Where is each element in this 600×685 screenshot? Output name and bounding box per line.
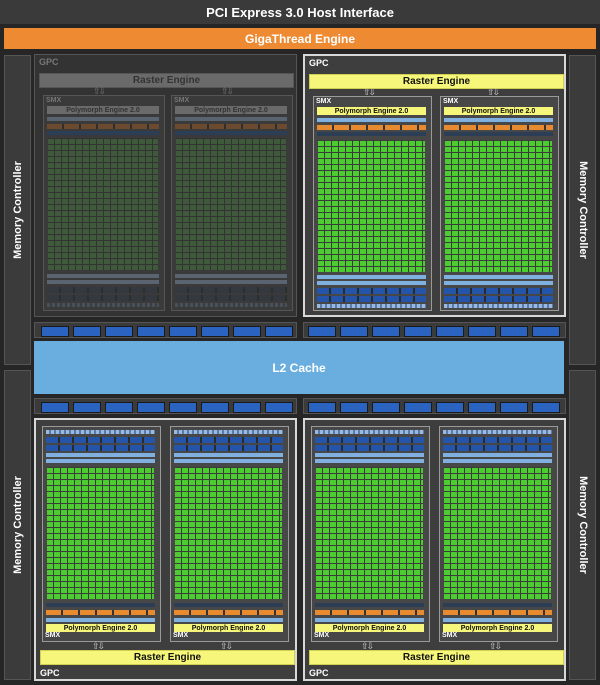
cuda-core-array [445,140,552,272]
polymorph-engine: Polymorph Engine 2.0 [47,106,159,114]
gpc-label: GPC [309,668,329,678]
smx-label: SMX [314,632,330,639]
l2-cache: L2 Cache [34,341,564,394]
polymorph-engine: Polymorph Engine 2.0 [317,107,426,115]
gpc-top-right: GPC Raster Engine ⇧⇩ ⇧⇩ SMX Polymorph En… [303,54,566,317]
smx-label: SMX [442,632,458,639]
smx-unit: SMX Polymorph Engine 2.0 [440,96,559,311]
cuda-core-array [318,140,425,272]
arrows-icon: ⇧⇩ [487,87,500,97]
memory-controller-top-left: Memory Controller [4,55,31,365]
gpc-label: GPC [39,57,59,67]
smx-unit: SMX Polymorph Engine 2.0 [313,96,432,311]
gigathread-engine: GigaThread Engine [4,28,596,49]
memory-controller-top-right: Memory Controller [569,55,596,365]
polymorph-engine: Polymorph Engine 2.0 [444,107,553,115]
memory-interface-row-top-left [34,322,297,338]
raster-engine: Raster Engine [39,73,294,88]
smx-unit: Polymorph Engine 2.0 SMX [42,426,161,642]
cuda-core-array [47,467,154,599]
gpc-bottom-left: Polymorph Engine 2.0 SMX Polymorph Engin… [34,418,297,681]
memory-controller-bottom-left: Memory Controller [4,370,31,680]
polymorph-engine: Polymorph Engine 2.0 [174,624,283,632]
arrows-icon: ⇧⇩ [489,641,502,651]
gpc-label: GPC [40,668,60,678]
gpc-top-left: GPC Raster Engine ⇧⇩ ⇧⇩ SMX Polymorph En… [34,54,297,317]
gpc-bottom-right: Polymorph Engine 2.0 SMX Polymorph Engin… [303,418,566,681]
arrows-icon: ⇧⇩ [92,641,105,651]
smx-label: SMX [45,632,61,639]
raster-engine: Raster Engine [40,650,295,665]
smx-unit: Polymorph Engine 2.0 SMX [439,426,558,642]
memory-interface-row-top-right [303,322,566,338]
gpc-label: GPC [309,58,329,68]
polymorph-engine: Polymorph Engine 2.0 [175,106,287,114]
polymorph-engine: Polymorph Engine 2.0 [315,624,424,632]
memory-controller-bottom-right: Memory Controller [569,370,596,680]
arrows-icon: ⇧⇩ [363,87,376,97]
smx-label: SMX [46,97,62,104]
pci-express-host-interface: PCI Express 3.0 Host Interface [0,0,600,24]
smx-label: SMX [316,98,332,105]
smx-unit: Polymorph Engine 2.0 SMX [311,426,430,642]
cuda-core-array [176,138,286,270]
raster-engine: Raster Engine [309,650,564,665]
arrows-icon: ⇧⇩ [93,86,106,96]
polymorph-engine: Polymorph Engine 2.0 [46,624,155,632]
smx-unit: SMX Polymorph Engine 2.0 [43,95,165,311]
smx-label: SMX [174,97,190,104]
arrows-icon: ⇧⇩ [221,86,234,96]
smx-label: SMX [443,98,459,105]
memory-interface-row-bottom-left [34,398,297,414]
polymorph-engine: Polymorph Engine 2.0 [443,624,552,632]
memory-interface-row-bottom-right [303,398,566,414]
cuda-core-array [175,467,282,599]
raster-engine: Raster Engine [309,74,564,89]
arrows-icon: ⇧⇩ [361,641,374,651]
smx-unit: SMX Polymorph Engine 2.0 [171,95,293,311]
smx-label: SMX [173,632,189,639]
smx-unit: Polymorph Engine 2.0 SMX [170,426,289,642]
cuda-core-array [316,467,423,599]
cuda-core-array [48,138,158,270]
arrows-icon: ⇧⇩ [220,641,233,651]
cuda-core-array [444,467,551,599]
